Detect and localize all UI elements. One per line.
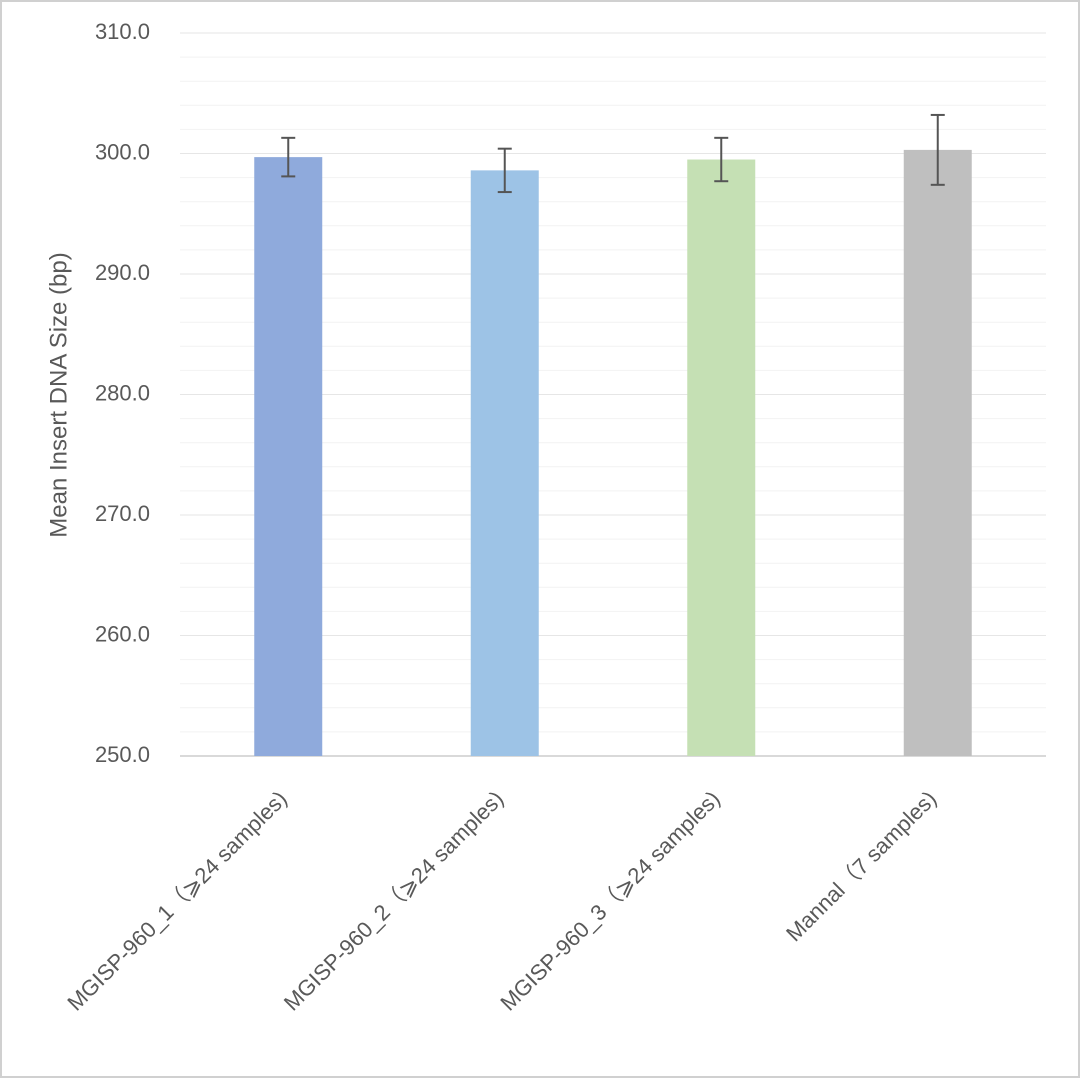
y-tick-label: 260.0: [95, 621, 150, 646]
y-tick-label: 280.0: [95, 380, 150, 405]
bar: [254, 157, 323, 757]
y-tick-label: 300.0: [95, 139, 150, 164]
bar: [470, 170, 539, 756]
bar: [903, 149, 972, 756]
y-tick-label: 290.0: [95, 260, 150, 285]
y-tick-label: 310.0: [95, 19, 150, 44]
y-axis-label: Mean Insert DNA Size (bp): [45, 252, 72, 537]
bar: [687, 159, 756, 756]
y-tick-label: 270.0: [95, 501, 150, 526]
y-tick-label: 250.0: [95, 742, 150, 767]
